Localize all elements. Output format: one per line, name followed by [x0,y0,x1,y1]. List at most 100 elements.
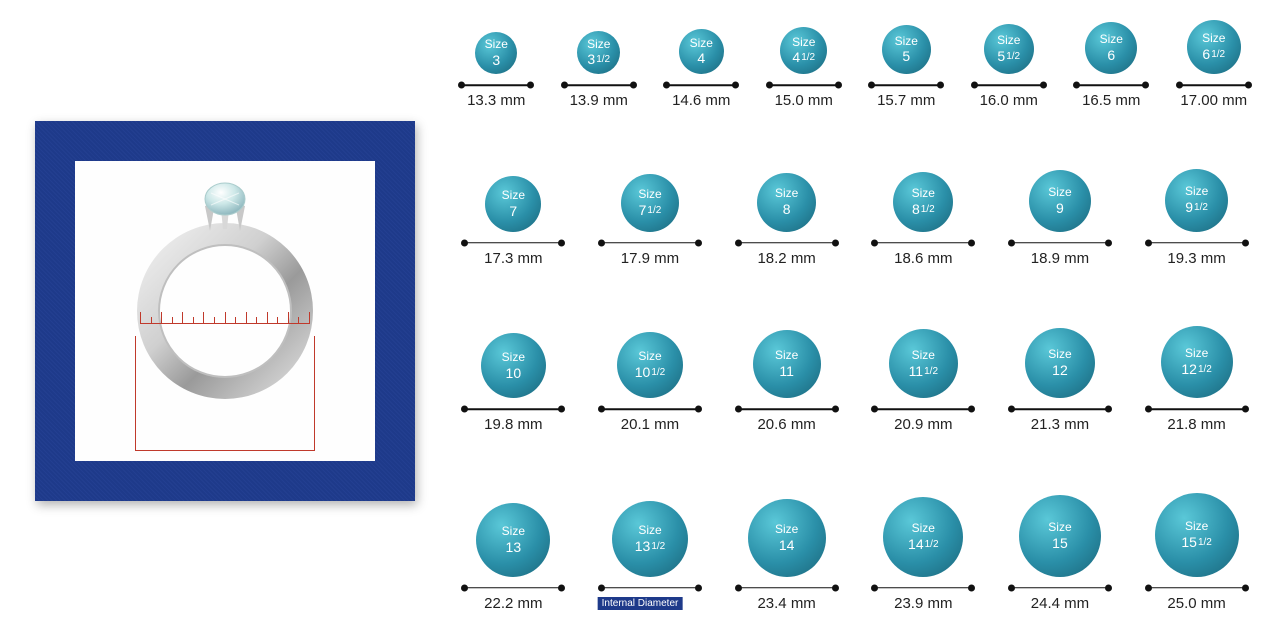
dimension-line-icon [459,238,567,248]
mm-label: 20.6 mm [757,416,815,433]
dimension-line-icon [1071,80,1151,90]
mm-label: 19.3 mm [1167,250,1225,267]
size-circle: Size111/2 [889,329,958,398]
size-label: Size [587,38,610,52]
size-label: Size [1048,186,1071,200]
size-label: Size [1202,32,1225,46]
size-number: 6 [1107,47,1115,63]
size-label: Size [638,188,661,202]
size-label: Size [775,523,798,537]
size-row: Size313.3 mmSize31/213.9 mmSize414.6 mmS… [445,20,1265,109]
size-label: Size [502,525,525,539]
size-number: 12 [1052,362,1068,378]
size-item: Size5 15.7 mm [856,25,956,109]
size-label: Size [912,522,935,536]
size-number: 14 [779,537,795,553]
dimension-line-icon [1006,404,1114,414]
dimension-line-icon [1143,238,1251,248]
mm-label: 18.9 mm [1031,250,1089,267]
size-number: 61/2 [1202,46,1225,62]
size-circle: Size41/2 [780,27,827,74]
size-circle: Size51/2 [984,24,1034,74]
size-circle: Size101/2 [617,332,683,398]
size-label: Size [638,524,661,538]
size-item: Size9 18.9 mm [992,170,1127,267]
mm-label: 14.6 mm [672,92,730,109]
size-item: Size91/2 19.3 mm [1129,169,1264,267]
size-item: Size81/218.6 mm [856,172,991,267]
size-number: 91/2 [1185,199,1208,215]
size-circle: Size4 [679,29,724,74]
size-circle: Size131/2 [612,501,688,577]
size-label: Size [912,349,935,363]
size-number: 41/2 [792,49,815,65]
size-circle: Size10 [481,333,546,398]
size-label: Size [502,189,525,203]
size-number: 13 [506,539,522,555]
size-item: Size51/216.0 mm [959,24,1059,109]
size-item: Size111/220.9 mm [856,329,991,433]
size-label: Size [485,38,508,52]
mm-label: 13.9 mm [570,92,628,109]
size-item: Size31/213.9 mm [549,31,649,109]
mm-label: 20.1 mm [621,416,679,433]
size-item: Size101/2 20.1 mm [582,332,717,433]
size-number: 7 [509,203,517,219]
mm-label: 21.8 mm [1167,416,1225,433]
size-number: 131/2 [635,538,665,554]
size-number: 81/2 [912,201,935,217]
size-number: 8 [783,201,791,217]
mm-label: 25.0 mm [1167,595,1225,612]
size-number: 11 [779,363,794,379]
dimension-line-icon [869,238,977,248]
dimension-line-icon [733,583,841,593]
mm-label: 15.0 mm [775,92,833,109]
size-circle: Size91/2 [1165,169,1228,232]
mm-label: 15.7 mm [877,92,935,109]
size-row: Size1019.8 mmSize101/220.1 mmSize1120.6 … [445,326,1265,433]
size-circle: Size81/2 [893,172,953,232]
dimension-line-icon [1143,404,1251,414]
dimension-line-icon [596,404,704,414]
mm-label: 17.3 mm [484,250,542,267]
dimension-line-icon [596,583,704,593]
size-item: Size1221.3 mm [992,328,1127,433]
size-circle: Size9 [1029,170,1091,232]
mm-label: 17.9 mm [621,250,679,267]
size-circle: Size13 [476,503,550,577]
size-item: Size7 17.3 mm [446,176,581,267]
size-item: Size151/225.0 mm [1129,493,1264,612]
size-circle: Size11 [753,330,821,398]
size-label: Size [792,36,815,50]
dimension-line-icon [1174,80,1254,90]
dimension-line-icon [661,80,741,90]
size-item: Size141/223.9 mm [856,497,991,612]
size-row: Size717.3 mmSize71/217.9 mmSize818.2 mmS… [445,169,1265,267]
size-circle: Size14 [748,499,826,577]
size-number: 4 [697,50,705,66]
size-number: 151/2 [1181,534,1211,550]
size-label: Size [1048,521,1071,535]
ring-size-chart: Size313.3 mmSize31/213.9 mmSize414.6 mmS… [430,0,1280,622]
dimension-line-icon [733,404,841,414]
size-number: 3 [492,52,500,68]
size-circle: Size121/2 [1161,326,1233,398]
size-circle: Size3 [475,32,517,74]
diameter-indicator [135,336,315,451]
dimension-line-icon [1006,238,1114,248]
size-number: 5 [902,48,910,64]
blue-frame: Internal Diameter [35,121,415,501]
mm-label: 16.5 mm [1082,92,1140,109]
size-item: Size131/222.9 mm [582,501,717,612]
dimension-line-icon [866,80,946,90]
size-label: Size [1185,185,1208,199]
size-circle: Size8 [757,173,816,232]
dimension-line-icon [456,80,536,90]
size-item: Size71/217.9 mm [582,174,717,267]
size-circle: Size6 [1085,22,1137,74]
mm-label: 13.3 mm [467,92,525,109]
dimension-line-icon [733,238,841,248]
size-circle: Size5 [882,25,931,74]
size-number: 10 [506,365,522,381]
dimension-line-icon [559,80,639,90]
